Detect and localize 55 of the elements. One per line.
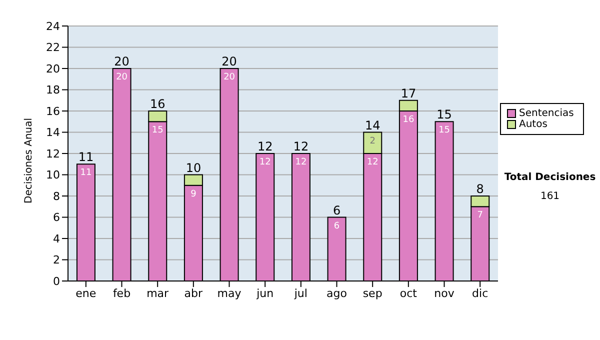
y-tick-label: 10 bbox=[46, 168, 60, 182]
data-label: 20 bbox=[116, 72, 128, 82]
y-tick-label: 18 bbox=[46, 84, 60, 97]
data-label: 2 bbox=[370, 136, 376, 146]
x-tick-label: jul bbox=[293, 286, 308, 300]
y-tick-label: 14 bbox=[46, 126, 60, 140]
data-label: 12 bbox=[295, 158, 307, 168]
x-tick-label: ene bbox=[76, 286, 96, 300]
legend-label: Autos bbox=[519, 119, 548, 130]
data-label: 12 bbox=[259, 158, 271, 168]
x-tick-label: nov bbox=[434, 286, 455, 300]
x-tick-label: abr bbox=[184, 286, 204, 300]
data-label: 11 bbox=[80, 168, 92, 178]
y-tick-label: 6 bbox=[53, 211, 60, 224]
y-axis-title: Decisiones Anual bbox=[24, 118, 35, 204]
y-tick-label: 24 bbox=[46, 20, 60, 33]
x-tick-label: ago bbox=[326, 286, 348, 300]
data-label: 12 bbox=[366, 158, 378, 168]
x-tick-label: oct bbox=[400, 286, 418, 300]
total-label: 6 bbox=[332, 203, 341, 218]
total-label: 12 bbox=[257, 140, 273, 154]
total-label: 10 bbox=[186, 160, 202, 175]
data-label: 15 bbox=[152, 126, 164, 136]
y-tick-label: 2 bbox=[53, 254, 60, 267]
total-label: 15 bbox=[436, 108, 452, 122]
y-tick-label: 0 bbox=[53, 274, 60, 288]
total-label: 11 bbox=[78, 150, 94, 164]
x-tick-label: sep bbox=[362, 286, 382, 300]
x-tick-label: dic bbox=[472, 286, 488, 300]
text: Total Decisiones bbox=[503, 172, 597, 183]
data-label: 16 bbox=[402, 115, 414, 125]
data-label: 7 bbox=[477, 210, 483, 221]
y-tick-label: 16 bbox=[46, 104, 60, 118]
x-tick-label: mar bbox=[146, 286, 170, 300]
data-label: 15 bbox=[438, 126, 450, 136]
total-label: 17 bbox=[400, 86, 416, 100]
x-tick-label: jun bbox=[256, 286, 274, 300]
data-label: 20 bbox=[224, 72, 236, 82]
y-tick-label: 22 bbox=[46, 41, 60, 54]
data-label: 9 bbox=[190, 189, 197, 200]
x-tick-label: feb bbox=[112, 286, 131, 300]
total-label: 8 bbox=[476, 182, 484, 196]
total-label: 20 bbox=[114, 54, 130, 68]
y-tick-label: 4 bbox=[53, 232, 60, 246]
total-label: 20 bbox=[222, 54, 237, 68]
y-tick-label: 20 bbox=[46, 62, 60, 76]
text: 161 bbox=[539, 191, 561, 202]
x-tick-label: may bbox=[217, 286, 242, 300]
total-label: 12 bbox=[293, 140, 309, 154]
total-label: 16 bbox=[150, 97, 166, 111]
legend-label: Sentencias bbox=[519, 108, 574, 119]
y-tick-label: 12 bbox=[46, 147, 60, 160]
total-label: 14 bbox=[364, 118, 380, 132]
y-tick-label: 8 bbox=[53, 190, 60, 203]
data-label: 6 bbox=[334, 221, 340, 232]
